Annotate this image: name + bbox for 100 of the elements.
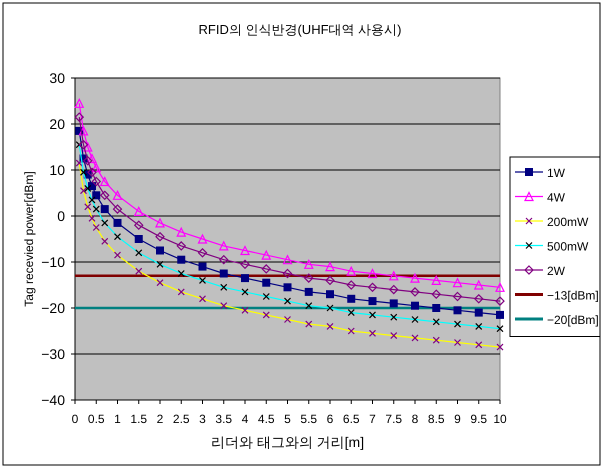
point	[176, 228, 186, 237]
point	[432, 290, 441, 299]
point	[78, 126, 88, 136]
point	[100, 205, 109, 214]
legend-label: 1W	[547, 166, 566, 180]
legend-label: 500mW	[547, 240, 590, 254]
x-tick-label: 0	[72, 412, 79, 426]
point	[346, 280, 356, 290]
point	[304, 260, 314, 269]
point	[198, 248, 208, 258]
chart-title: RFID의 인식반경(UHF대역 사용시)	[198, 22, 402, 37]
point	[112, 204, 122, 214]
x-tick-label: 3	[199, 412, 206, 426]
point	[134, 235, 143, 243]
x-tick-label: 6	[326, 412, 334, 426]
legend-label: 2W	[547, 264, 566, 278]
y-tick-label: −20	[41, 300, 66, 316]
x-tick-label: 6.5	[342, 412, 360, 426]
x-tick-label: 0.5	[88, 412, 105, 426]
x-tick-label: 4	[242, 412, 249, 426]
point	[219, 241, 228, 250]
x-tick-label: 2.5	[172, 412, 190, 426]
y-tick-label: −10	[41, 254, 66, 270]
point	[389, 271, 398, 280]
x-tick-label: 3.5	[215, 412, 232, 426]
point	[114, 218, 122, 227]
point	[368, 282, 378, 292]
x-tick-label: 5	[284, 412, 292, 426]
point	[112, 190, 122, 200]
x-tick-label: 10	[493, 412, 507, 426]
point	[78, 140, 88, 150]
point	[304, 274, 314, 283]
point	[156, 246, 164, 254]
point	[432, 304, 440, 312]
point	[87, 154, 97, 164]
x-tick-label: 4.5	[258, 412, 275, 426]
point	[220, 270, 228, 278]
point	[100, 190, 110, 200]
point	[262, 278, 270, 287]
legend-label: −20[dBm]	[547, 313, 599, 327]
point	[240, 260, 250, 269]
x-tick-label: 2	[156, 412, 164, 426]
point	[495, 282, 505, 292]
point	[262, 264, 271, 274]
x-tick-label: 8.5	[428, 412, 445, 426]
point	[411, 302, 419, 310]
point	[100, 176, 110, 186]
x-axis-title: 리더와 태그와의 거리[m]	[210, 434, 364, 450]
legend-label: 4W	[547, 190, 566, 204]
point	[452, 292, 462, 302]
point	[198, 262, 206, 271]
point	[454, 306, 462, 314]
point	[347, 294, 356, 303]
point	[241, 274, 249, 282]
y-tick-label: 10	[49, 162, 66, 178]
point	[87, 168, 97, 177]
x-tick-label: 9	[454, 412, 462, 426]
point	[496, 310, 504, 319]
point	[390, 299, 398, 308]
x-tick-label: 1.5	[130, 412, 148, 426]
point	[282, 268, 292, 278]
point	[83, 142, 92, 152]
y-tick-label: −30	[41, 346, 66, 362]
point	[155, 218, 165, 228]
point	[240, 246, 250, 256]
point	[155, 232, 165, 242]
y-tick-label: 30	[49, 70, 66, 86]
point	[495, 296, 505, 306]
point	[410, 287, 420, 296]
point	[92, 176, 101, 186]
point	[474, 294, 484, 304]
x-tick-label: 8	[412, 412, 419, 426]
legend-label: −13[dBm]	[547, 288, 599, 302]
point	[74, 112, 84, 122]
x-tick-label: 7.5	[385, 412, 402, 426]
point	[325, 276, 335, 285]
y-tick-label: 20	[49, 116, 66, 132]
point	[432, 276, 441, 285]
point	[474, 308, 483, 317]
point	[134, 206, 144, 216]
x-tick-label: 9.5	[470, 412, 488, 426]
point	[304, 288, 313, 296]
point	[346, 266, 356, 276]
point	[219, 255, 228, 264]
y-tick-label: 0	[57, 208, 66, 224]
point	[368, 297, 376, 306]
point	[282, 255, 292, 264]
point	[410, 274, 420, 283]
y-tick-label: −40	[41, 392, 66, 408]
point	[389, 285, 398, 294]
point	[74, 98, 84, 108]
point	[326, 290, 334, 298]
point	[325, 262, 335, 272]
point	[177, 256, 186, 264]
point	[262, 250, 271, 260]
point	[83, 156, 92, 166]
point	[368, 268, 378, 278]
x-tick-label: 5.5	[300, 412, 318, 426]
point	[176, 241, 186, 250]
point	[284, 283, 292, 292]
